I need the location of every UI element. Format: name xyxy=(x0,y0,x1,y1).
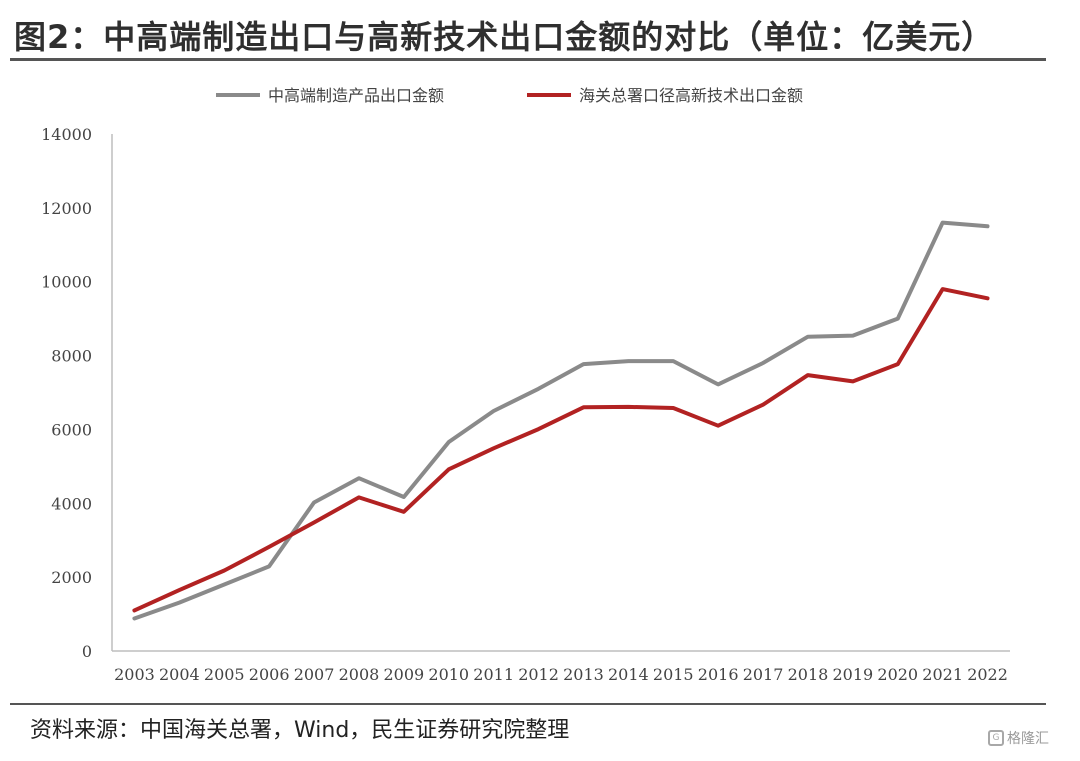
x-tick-label: 2020 xyxy=(877,665,918,684)
x-tick-label: 2017 xyxy=(743,665,784,684)
y-tick-label: 4000 xyxy=(51,494,92,513)
watermark-logo-icon: G xyxy=(988,730,1004,746)
x-tick-label: 2013 xyxy=(563,665,604,684)
y-tick-label: 10000 xyxy=(41,273,92,292)
y-tick-label: 0 xyxy=(82,642,92,661)
x-tick-label: 2021 xyxy=(922,665,963,684)
x-tick-label: 2009 xyxy=(383,665,424,684)
legend-label-1: 中高端制造产品出口金额 xyxy=(268,86,444,105)
x-tick-label: 2006 xyxy=(249,665,290,684)
page-title: 图2：中高端制造出口与高新技术出口金额的对比（单位：亿美元） xyxy=(14,18,995,56)
y-tick-label: 6000 xyxy=(51,420,92,439)
x-tick-label: 2012 xyxy=(518,665,559,684)
y-axis: 0 2000 4000 6000 8000 10000 12000 14000 xyxy=(41,125,113,661)
x-tick-label: 2022 xyxy=(967,665,1008,684)
x-tick-label: 2007 xyxy=(294,665,335,684)
title-divider xyxy=(10,58,1046,61)
chart: 中高端制造产品出口金额 海关总署口径高新技术出口金额 0 2000 4000 6000 8… xyxy=(41,86,1010,684)
series-line-2 xyxy=(132,287,990,613)
source-divider xyxy=(10,703,1046,705)
y-tick-label: 12000 xyxy=(41,199,92,218)
x-tick-label: 2011 xyxy=(473,665,514,684)
x-tick-label: 2014 xyxy=(608,665,649,684)
x-tick-label: 2010 xyxy=(428,665,469,684)
legend-label-2: 海关总署口径高新技术出口金额 xyxy=(579,86,803,105)
x-tick-label: 2005 xyxy=(204,665,245,684)
legend: 中高端制造产品出口金额 海关总署口径高新技术出口金额 xyxy=(216,86,803,105)
x-tick-label: 2008 xyxy=(339,665,380,684)
y-tick-label: 8000 xyxy=(51,347,92,366)
x-axis: 2003 2004 2005 2006 2007 2008 2009 2010 2011 2012… xyxy=(112,650,1010,684)
x-tick-label: 2015 xyxy=(653,665,694,684)
y-tick-label: 2000 xyxy=(51,568,92,587)
x-tick-label: 2018 xyxy=(788,665,829,684)
series-line-1 xyxy=(132,220,990,621)
x-tick-label: 2003 xyxy=(114,665,155,684)
x-tick-label: 2016 xyxy=(698,665,739,684)
watermark: G 格隆汇 xyxy=(988,728,1049,748)
watermark-text: 格隆汇 xyxy=(1007,731,1049,747)
y-tick-label: 14000 xyxy=(41,125,92,144)
source-note: 资料来源：中国海关总署，Wind，民生证券研究院整理 xyxy=(30,718,570,743)
x-tick-label: 2019 xyxy=(832,665,873,684)
x-tick-label: 2004 xyxy=(159,665,200,684)
series-lines xyxy=(132,220,990,621)
